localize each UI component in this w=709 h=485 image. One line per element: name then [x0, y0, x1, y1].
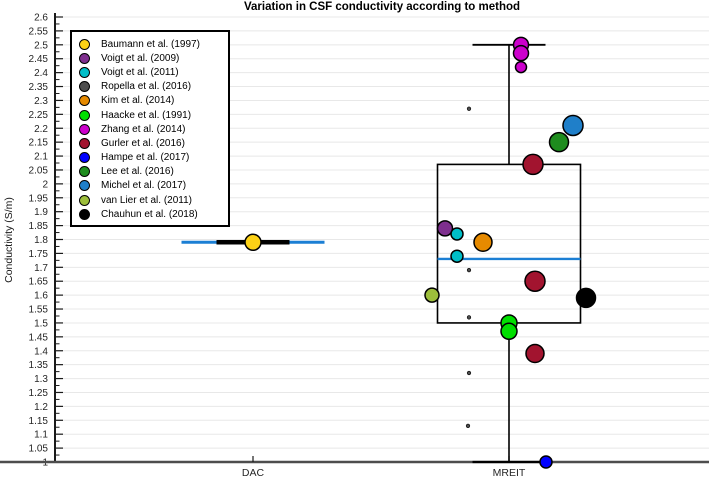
y-tick-label: 2.55	[29, 26, 49, 37]
legend-label: Kim et al. (2014)	[101, 95, 175, 107]
x-tick-label: MREIT	[493, 467, 526, 479]
data-point-lee-et-al-2016	[548, 131, 570, 153]
legend-label: Michel et al. (2017)	[101, 180, 187, 192]
y-tick-label: 1.4	[34, 346, 48, 357]
legend-label: Ropella et al. (2016)	[101, 81, 192, 93]
data-point-gurler-et-al-2016	[525, 343, 545, 364]
data-point-voigt-et-al-2011	[450, 227, 464, 241]
data-point-kim-et-al-2014	[473, 232, 493, 253]
y-tick-label: 1.2	[34, 402, 48, 413]
data-point-voigt-et-al-2011	[450, 249, 464, 263]
data-point-baumann-et-al-1997	[244, 233, 262, 252]
y-tick-label: 1.05	[29, 444, 49, 455]
y-tick-label: 1.3	[34, 374, 48, 385]
legend-marker-icon	[79, 208, 90, 220]
y-tick-label: 1.6	[34, 291, 48, 302]
y-tick-label: 2	[42, 179, 48, 190]
y-tick-label: 1.1	[34, 430, 48, 441]
legend-item: Voigt et al. (2011)	[79, 65, 224, 79]
data-point-chauhun-et-al-2018	[575, 287, 597, 309]
legend-marker-icon	[79, 66, 90, 78]
legend-marker-icon	[79, 152, 90, 164]
legend-marker-icon	[79, 194, 90, 206]
y-tick-label: 1.55	[29, 305, 49, 316]
y-tick-label: 2.6	[34, 13, 48, 24]
legend-item: Hampe et al. (2017)	[79, 151, 224, 165]
legend-item: Kim et al. (2014)	[79, 94, 224, 108]
data-point-zhang-et-al-2014	[512, 44, 530, 62]
data-point-ropella-et-al-2016	[465, 423, 471, 428]
y-tick-label: 2.4	[34, 68, 48, 79]
y-tick-label: 1.7	[34, 263, 48, 274]
legend-label: Lee et al. (2016)	[101, 166, 174, 178]
legend-label: Chauhun et al. (2018)	[101, 208, 198, 220]
data-point-ropella-et-al-2016	[466, 370, 472, 376]
legend-marker-icon	[79, 109, 90, 121]
y-tick-label: 1.9	[34, 207, 48, 218]
legend-item: Ropella et al. (2016)	[79, 80, 224, 94]
legend-marker-icon	[79, 123, 90, 135]
legend-marker-icon	[79, 137, 90, 149]
y-tick-label: 1.15	[29, 416, 49, 427]
legend-item: Lee et al. (2016)	[79, 165, 224, 179]
legend-item: Chauhun et al. (2018)	[79, 207, 224, 221]
y-tick-label: 2.15	[29, 138, 49, 149]
y-tick-label: 2.45	[29, 54, 49, 65]
legend-label: Zhang et al. (2014)	[101, 123, 186, 135]
legend-marker-icon	[79, 81, 90, 93]
legend-marker-icon	[79, 180, 90, 192]
data-point-zhang-et-al-2014	[514, 60, 528, 74]
y-tick-label: 2.35	[29, 82, 49, 93]
data-point-van-lier-et-al-2011	[424, 287, 440, 303]
y-tick-label: 1.65	[29, 277, 49, 288]
y-tick-label: 1.5	[34, 318, 48, 329]
data-point-ropella-et-al-2016	[466, 106, 472, 111]
legend-item: Zhang et al. (2014)	[79, 122, 224, 136]
data-point-ropella-et-al-2016	[466, 267, 472, 273]
legend-label: Hampe et al. (2017)	[101, 152, 190, 164]
legend-item: Gurler et al. (2016)	[79, 136, 224, 150]
legend-marker-icon	[79, 38, 90, 50]
y-tick-label: 2.5	[34, 40, 48, 51]
data-point-gurler-et-al-2016	[522, 153, 544, 176]
y-tick-label: 1.75	[29, 249, 49, 260]
legend-label: Gurler et al. (2016)	[101, 137, 185, 149]
data-point-hampe-et-al-2017	[539, 455, 553, 469]
legend-label: Haacke et al. (1991)	[101, 109, 192, 121]
data-point-voigt-et-al-2009	[436, 220, 454, 237]
y-tick-label: 2.3	[34, 96, 48, 107]
legend-label: Baumann et al. (1997)	[101, 38, 200, 50]
legend-item: Baumann et al. (1997)	[79, 37, 224, 51]
y-tick-label: 2.2	[34, 124, 48, 135]
y-tick-label: 1.35	[29, 360, 49, 371]
y-tick-label: 2.05	[29, 165, 49, 176]
chart-title: Variation in CSF conductivity according …	[243, 1, 521, 13]
y-tick-label: 1.85	[29, 221, 49, 232]
legend-label: van Lier et al. (2011)	[101, 194, 192, 206]
data-point-haacke-et-al-1991	[500, 322, 518, 341]
data-point-michel-et-al-2017	[562, 114, 584, 137]
legend-item: Haacke et al. (1991)	[79, 108, 224, 122]
y-tick-label: 1.95	[29, 193, 49, 204]
box	[436, 163, 582, 324]
legend-marker-icon	[79, 95, 90, 107]
legend-item: Voigt et al. (2009)	[79, 51, 224, 65]
y-tick-label: 2.25	[29, 110, 49, 121]
x-tick-label: DAC	[242, 467, 265, 479]
legend-marker-icon	[79, 52, 90, 64]
legend: Baumann et al. (1997) Voigt et al. (2009)…	[70, 30, 230, 228]
legend-marker-icon	[79, 166, 90, 178]
legend-item: van Lier et al. (2011)	[79, 193, 224, 207]
legend-label: Voigt et al. (2009)	[101, 52, 180, 64]
y-tick-label: 1.8	[34, 235, 48, 246]
legend-label: Voigt et al. (2011)	[101, 66, 179, 78]
y-tick-label: 1.45	[29, 332, 49, 343]
y-tick-label: 2.1	[34, 152, 48, 163]
data-point-ropella-et-al-2016	[466, 315, 472, 320]
y-tick-label: 1.25	[29, 388, 49, 399]
legend-item: Michel et al. (2017)	[79, 179, 224, 193]
data-point-gurler-et-al-2016	[524, 270, 546, 292]
